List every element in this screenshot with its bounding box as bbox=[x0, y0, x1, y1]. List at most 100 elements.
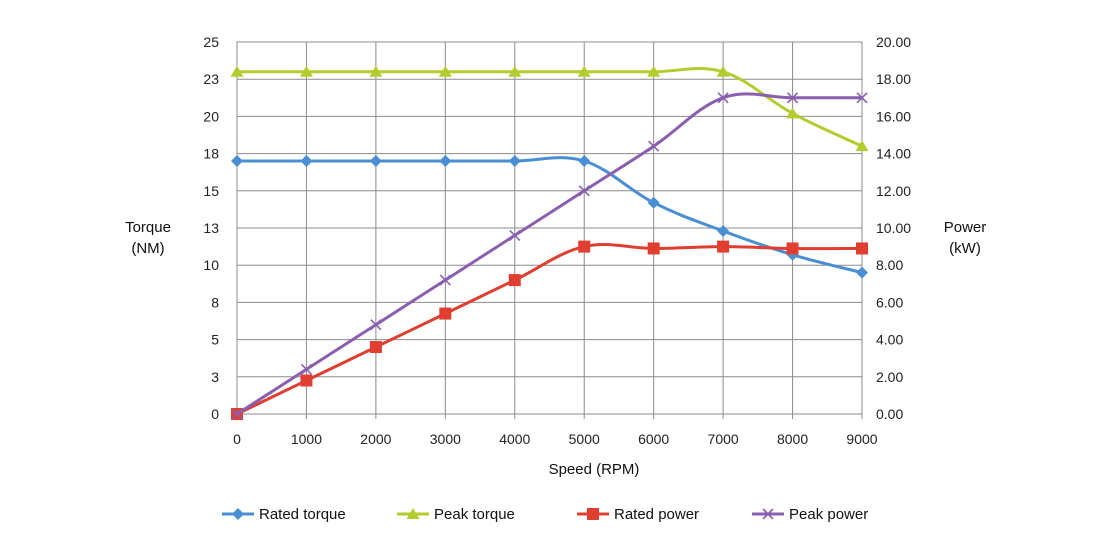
y-axis-left-title-line2: (NM) bbox=[131, 240, 164, 257]
series-rated-power bbox=[231, 240, 868, 420]
data-point-peak-torque bbox=[299, 65, 313, 77]
data-point-rated-torque bbox=[508, 155, 521, 168]
x-tick-label: 4000 bbox=[499, 431, 530, 447]
y-right-tick-label: 4.00 bbox=[876, 332, 903, 348]
y-left-tick-label: 20 bbox=[203, 108, 219, 124]
y-right-tick-label: 12.00 bbox=[876, 183, 911, 199]
series-group bbox=[230, 65, 869, 420]
data-point-peak-torque bbox=[438, 65, 452, 77]
legend-swatch-marker bbox=[232, 508, 244, 520]
data-point-rated-torque bbox=[369, 155, 382, 168]
data-point-rated-power bbox=[717, 240, 730, 253]
x-tick-label: 2000 bbox=[360, 431, 391, 447]
series-line-peak-torque bbox=[237, 66, 863, 148]
legend-label: Rated power bbox=[614, 506, 699, 523]
y-left-tick-label: 13 bbox=[203, 220, 219, 236]
legend-entry-peak-torque: Peak torque bbox=[397, 506, 515, 523]
data-point-peak-torque bbox=[508, 65, 522, 77]
x-tick-label: 9000 bbox=[846, 431, 877, 447]
x-tick-label: 0 bbox=[233, 431, 241, 447]
data-point-rated-torque bbox=[647, 196, 660, 209]
y-right-tick-label: 8.00 bbox=[876, 257, 903, 273]
data-point-peak-power bbox=[370, 319, 382, 331]
y-left-tick-label: 8 bbox=[211, 294, 219, 310]
y-left-tick-label: 18 bbox=[203, 146, 219, 162]
data-point-peak-power bbox=[786, 92, 799, 104]
legend-swatch-marker bbox=[762, 508, 774, 520]
data-point-peak-torque bbox=[786, 107, 800, 119]
legend-label: Peak torque bbox=[434, 506, 515, 523]
data-point-peak-torque bbox=[369, 65, 383, 77]
data-point-peak-torque bbox=[647, 65, 661, 77]
y-axis-right-title-line1: Power bbox=[944, 219, 987, 236]
series-line-rated-torque bbox=[237, 156, 863, 275]
y-left-tick-label: 0 bbox=[211, 406, 219, 422]
data-point-rated-torque bbox=[717, 224, 730, 237]
y-right-tick-label: 0.00 bbox=[876, 406, 903, 422]
y-axis-right-title-line2: (kW) bbox=[949, 240, 981, 257]
data-point-rated-power bbox=[786, 242, 799, 255]
data-point-rated-power bbox=[856, 242, 868, 255]
data-point-peak-torque bbox=[716, 65, 730, 77]
y-left-tick-label: 25 bbox=[203, 34, 219, 50]
data-point-rated-power bbox=[439, 307, 452, 320]
series-line-peak-power bbox=[236, 92, 862, 416]
x-tick-label: 1000 bbox=[291, 431, 322, 447]
x-axis-title: Speed (RPM) bbox=[549, 461, 640, 478]
x-tick-label: 8000 bbox=[777, 431, 808, 447]
legend-entry-peak-power: Peak power bbox=[752, 506, 868, 523]
data-point-peak-torque bbox=[855, 140, 869, 152]
data-point-peak-power bbox=[856, 92, 868, 104]
data-point-rated-torque bbox=[300, 155, 313, 168]
y-left-tick-label: 15 bbox=[203, 183, 219, 199]
y-axis-left-title-line1: Torque bbox=[125, 219, 171, 236]
x-tick-label: 6000 bbox=[638, 431, 669, 447]
data-point-rated-torque bbox=[439, 155, 452, 168]
x-tick-label: 7000 bbox=[708, 431, 739, 447]
data-point-rated-power bbox=[300, 374, 313, 387]
data-point-peak-power bbox=[509, 229, 521, 242]
legend-swatch-marker bbox=[406, 508, 420, 519]
data-point-peak-power bbox=[648, 140, 660, 152]
legend-entry-rated-power: Rated power bbox=[577, 506, 699, 523]
y-right-tick-label: 16.00 bbox=[876, 108, 911, 124]
legend-label: Peak power bbox=[789, 506, 868, 523]
legend: Rated torque Peak torque Rated power Peak p… bbox=[222, 506, 868, 523]
legend-swatch-marker bbox=[587, 508, 599, 520]
y-right-tick-label: 2.00 bbox=[876, 369, 903, 385]
series-peak-power bbox=[231, 92, 868, 420]
data-point-peak-power bbox=[300, 363, 313, 375]
y-left-tick-label: 5 bbox=[211, 332, 219, 348]
series-line-rated-power bbox=[236, 243, 863, 416]
axis-labels: Speed (RPM) Torque (NM) Power (kW) bbox=[125, 219, 986, 478]
data-point-rated-torque bbox=[578, 155, 591, 168]
y-right-tick-label: 14.00 bbox=[876, 146, 911, 162]
axes: 0 0.00 3 2.00 5 4.00 8 6.00 10 8.00 13 10.00 15 12.00… bbox=[203, 34, 911, 447]
x-tick-label: 5000 bbox=[569, 431, 600, 447]
y-left-tick-label: 10 bbox=[203, 257, 219, 273]
y-right-tick-label: 10.00 bbox=[876, 220, 911, 236]
x-tick-label: 3000 bbox=[430, 431, 461, 447]
y-right-tick-label: 20.00 bbox=[876, 34, 911, 50]
plot-area-border bbox=[236, 41, 863, 415]
data-point-peak-power bbox=[717, 92, 729, 104]
data-point-peak-power bbox=[439, 274, 451, 286]
data-point-rated-power bbox=[508, 274, 521, 287]
data-point-peak-torque bbox=[230, 65, 244, 77]
data-point-peak-power bbox=[578, 185, 590, 197]
grid bbox=[236, 41, 863, 419]
y-left-tick-label: 3 bbox=[211, 369, 219, 385]
data-point-rated-power bbox=[578, 240, 591, 253]
data-point-peak-power bbox=[231, 408, 243, 420]
y-left-tick-label: 23 bbox=[203, 71, 219, 87]
data-point-rated-power bbox=[369, 341, 382, 354]
y-right-tick-label: 6.00 bbox=[876, 294, 903, 310]
data-point-rated-torque bbox=[231, 155, 243, 168]
data-point-peak-torque bbox=[577, 65, 591, 77]
data-point-rated-power bbox=[647, 242, 660, 255]
data-point-rated-torque bbox=[856, 266, 868, 279]
y-right-tick-label: 18.00 bbox=[876, 71, 911, 87]
series-rated-torque bbox=[231, 155, 868, 279]
